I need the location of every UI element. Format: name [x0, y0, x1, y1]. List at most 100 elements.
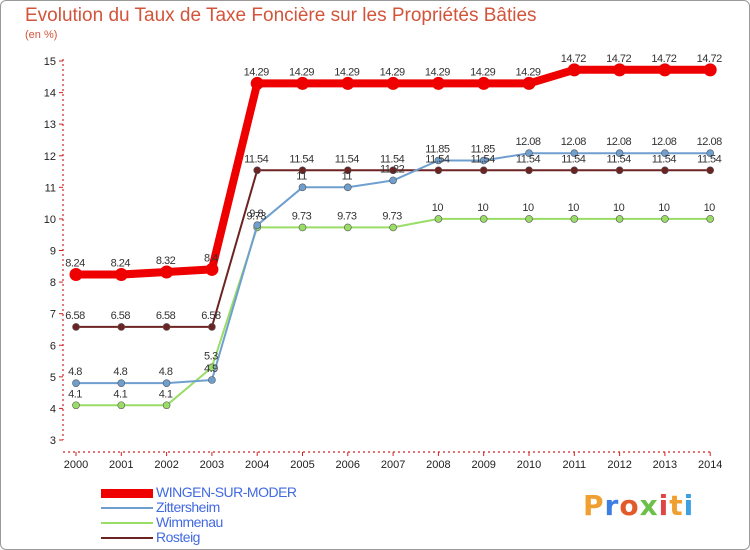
legend-label: WINGEN-SUR-MODER: [156, 484, 297, 500]
data-point-rosteig: [706, 166, 715, 175]
data-point-wingen-sur-moder: [477, 76, 491, 90]
data-point-wimmenau: [570, 215, 579, 223]
data-point-zittersheim: [117, 379, 126, 387]
data-label-rosteig: 11.54: [606, 153, 631, 165]
data-point-wingen-sur-moder: [114, 268, 128, 282]
chart-title: Evolution du Taux de Taxe Foncière sur l…: [25, 5, 537, 26]
data-labels: 6.58 6.58 6.58 6.58 11.54 11.54 11.54 11.54 11.5…: [65, 53, 722, 400]
data-label-wimmenau: 9.73: [292, 210, 312, 222]
data-point-wingen-sur-moder: [250, 76, 264, 90]
data-label-wingen-sur-moder: 14.72: [697, 53, 722, 65]
data-label-zittersheim: 11.85: [425, 143, 450, 155]
data-label-rosteig: 6.58: [111, 310, 131, 322]
data-label-wingen-sur-moder: 14.72: [606, 53, 631, 65]
y-tick-label: 14: [44, 88, 56, 100]
data-point-wingen-sur-moder: [431, 76, 445, 90]
data-label-zittersheim: 12.08: [697, 136, 722, 148]
data-point-wimmenau: [661, 215, 669, 223]
data-label-rosteig: 11.54: [380, 153, 405, 165]
y-tick-label: 12: [44, 151, 56, 163]
data-point-rosteig: [117, 323, 126, 331]
data-point-rosteig: [72, 323, 80, 331]
y-tick-label: 13: [44, 119, 56, 131]
data-label-wingen-sur-moder: 8.4: [204, 252, 218, 264]
data-point-rosteig: [525, 166, 533, 175]
x-tick-label: 2000: [64, 459, 88, 471]
data-point-rosteig: [343, 166, 352, 175]
x-tick-label: 2003: [200, 459, 224, 471]
x-tick-label: 2008: [426, 459, 450, 471]
logo-letter: i: [683, 489, 695, 522]
data-label-wingen-sur-moder: 14.29: [380, 66, 405, 78]
data-label-wimmenau: 5.3: [204, 350, 218, 362]
logo-letter: P: [583, 489, 605, 522]
data-point-wingen-sur-moder: [658, 63, 672, 77]
data-label-rosteig: 6.58: [65, 310, 85, 322]
data-label-rosteig: 11.54: [516, 153, 541, 165]
x-tick-label: 2007: [381, 459, 405, 471]
data-label-rosteig: 11.54: [425, 153, 450, 165]
data-label-wingen-sur-moder: 14.29: [334, 66, 359, 78]
data-point-rosteig: [208, 323, 216, 331]
data-label-zittersheim: 4.8: [159, 366, 173, 378]
x-tick-label: 2004: [245, 459, 269, 471]
data-point-rosteig: [298, 166, 307, 175]
data-point-rosteig: [162, 323, 171, 331]
data-point-wingen-sur-moder: [567, 63, 581, 77]
y-tick-label: 4: [50, 403, 56, 415]
data-label-wimmenau: 9.73: [337, 210, 357, 222]
data-point-zittersheim: [253, 221, 262, 230]
logo-letter: x: [639, 489, 659, 522]
data-label-zittersheim: 4.9: [204, 363, 218, 375]
data-label-wimmenau: 10: [704, 202, 716, 214]
y-tick-label: 11: [45, 182, 56, 194]
data-label-wingen-sur-moder: 8.24: [111, 258, 131, 270]
x-tick-label: 2001: [109, 459, 133, 471]
data-point-wimmenau: [162, 401, 171, 410]
y-tick-label: 9: [50, 246, 56, 258]
data-label-wingen-sur-moder: 14.29: [515, 66, 540, 78]
data-label-wingen-sur-moder: 8.32: [156, 255, 176, 267]
data-label-wimmenau: 4.1: [159, 388, 173, 400]
data-point-wimmenau: [479, 215, 488, 223]
data-label-wimmenau: 4.1: [113, 388, 127, 400]
chart-unit-label: (en %): [25, 29, 58, 41]
legend-swatch: [101, 537, 153, 539]
data-label-rosteig: 11.54: [652, 153, 677, 165]
data-point-zittersheim: [661, 149, 669, 158]
data-label-zittersheim: 12.08: [606, 136, 631, 148]
data-point-wimmenau: [434, 215, 443, 223]
legend-label: Rosteig: [156, 529, 200, 545]
data-label-zittersheim: 12.08: [561, 136, 586, 148]
data-point-zittersheim: [72, 379, 80, 387]
x-tick-label: 2014: [698, 459, 722, 471]
y-tick-label: 10: [44, 214, 56, 226]
data-point-zittersheim: [525, 149, 533, 158]
data-label-rosteig: 11.54: [335, 153, 360, 165]
y-tick-label: 3: [50, 435, 56, 447]
data-label-wimmenau: 4.1: [68, 388, 82, 400]
logo-letter: r: [604, 489, 620, 522]
data-point-rosteig: [389, 166, 397, 175]
data-point-wimmenau: [706, 215, 715, 223]
x-tick-label: 2002: [154, 459, 178, 471]
legend-swatch: [101, 488, 153, 498]
y-tick-label: 15: [44, 56, 56, 68]
data-point-zittersheim: [389, 176, 397, 185]
x-tick-label: 2009: [471, 459, 495, 471]
data-point-zittersheim: [434, 156, 443, 165]
x-tick-label: 2011: [562, 459, 586, 471]
data-label-wimmenau: 10: [658, 202, 670, 214]
data-label-wingen-sur-moder: 14.29: [425, 66, 450, 78]
x-tick-label: 2013: [653, 459, 677, 471]
y-tick-label: 7: [50, 309, 56, 321]
data-point-wimmenau: [298, 223, 307, 232]
data-label-zittersheim: 11: [342, 170, 353, 182]
data-point-wimmenau: [525, 215, 533, 223]
data-point-zittersheim: [706, 149, 715, 158]
data-label-wingen-sur-moder: 14.29: [470, 66, 495, 78]
data-label-rosteig: 11.54: [244, 153, 269, 165]
data-label-wimmenau: 10: [613, 202, 625, 214]
data-label-zittersheim: 11.22: [380, 163, 405, 175]
